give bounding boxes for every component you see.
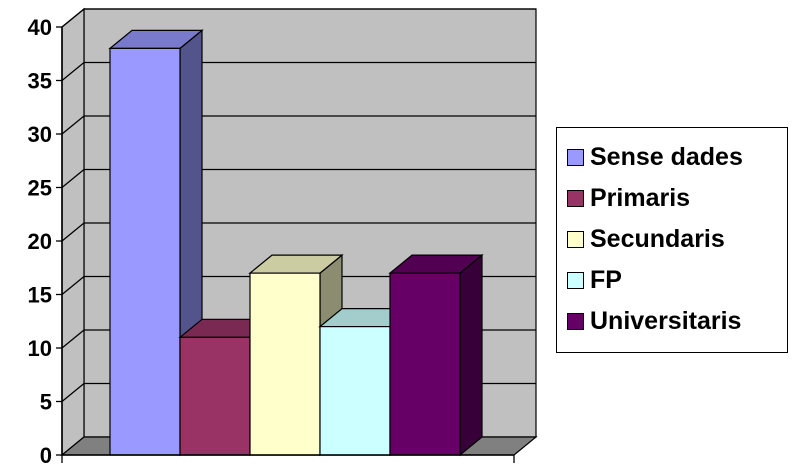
bar-side bbox=[459, 253, 483, 457]
legend-swatch bbox=[567, 190, 584, 207]
legend-item-sense-dades: Sense dades bbox=[567, 137, 787, 178]
legend-swatch bbox=[567, 149, 584, 166]
bar-front bbox=[109, 47, 181, 456]
y-tick-label: 15 bbox=[28, 283, 52, 308]
y-tick-label: 5 bbox=[40, 390, 52, 415]
legend: Sense dades Primaris Secundaris FP Unive… bbox=[556, 127, 788, 353]
legend-item-fp: FP bbox=[567, 260, 787, 301]
gridline bbox=[61, 222, 536, 242]
y-tick-label: 30 bbox=[28, 122, 52, 147]
legend-item-universitaris: Universitaris bbox=[567, 301, 787, 342]
legend-label: FP bbox=[590, 266, 622, 294]
legend-swatch bbox=[567, 231, 584, 248]
legend-swatch bbox=[567, 272, 584, 289]
legend-item-secundaris: Secundaris bbox=[567, 219, 787, 260]
legend-item-primaris: Primaris bbox=[567, 178, 787, 219]
gridline bbox=[61, 8, 536, 28]
bar-universitaris bbox=[388, 253, 484, 457]
gridline bbox=[61, 61, 536, 82]
bar-front bbox=[319, 326, 391, 456]
bar-front bbox=[389, 272, 461, 456]
legend-label: Secundaris bbox=[590, 225, 725, 253]
legend-swatch bbox=[567, 313, 584, 330]
gridline bbox=[61, 115, 536, 135]
legend-label: Sense dades bbox=[590, 143, 743, 171]
y-tick-label: 40 bbox=[28, 15, 52, 40]
y-tick-label: 10 bbox=[28, 336, 52, 361]
axes bbox=[56, 26, 515, 463]
bar-front bbox=[249, 272, 321, 456]
y-tick-label: 0 bbox=[40, 443, 52, 468]
y-tick-label: 35 bbox=[28, 69, 52, 94]
gridline bbox=[61, 168, 536, 189]
legend-label: Primaris bbox=[590, 184, 691, 212]
gridline bbox=[61, 275, 536, 296]
y-tick-label: 20 bbox=[28, 229, 52, 254]
bars bbox=[108, 29, 484, 457]
y-tick-label: 25 bbox=[28, 176, 52, 201]
y-tick-labels: 0 5 10 15 20 25 30 35 40 bbox=[28, 15, 52, 468]
bar-front bbox=[179, 336, 251, 456]
legend-label: Universitaris bbox=[590, 307, 742, 335]
